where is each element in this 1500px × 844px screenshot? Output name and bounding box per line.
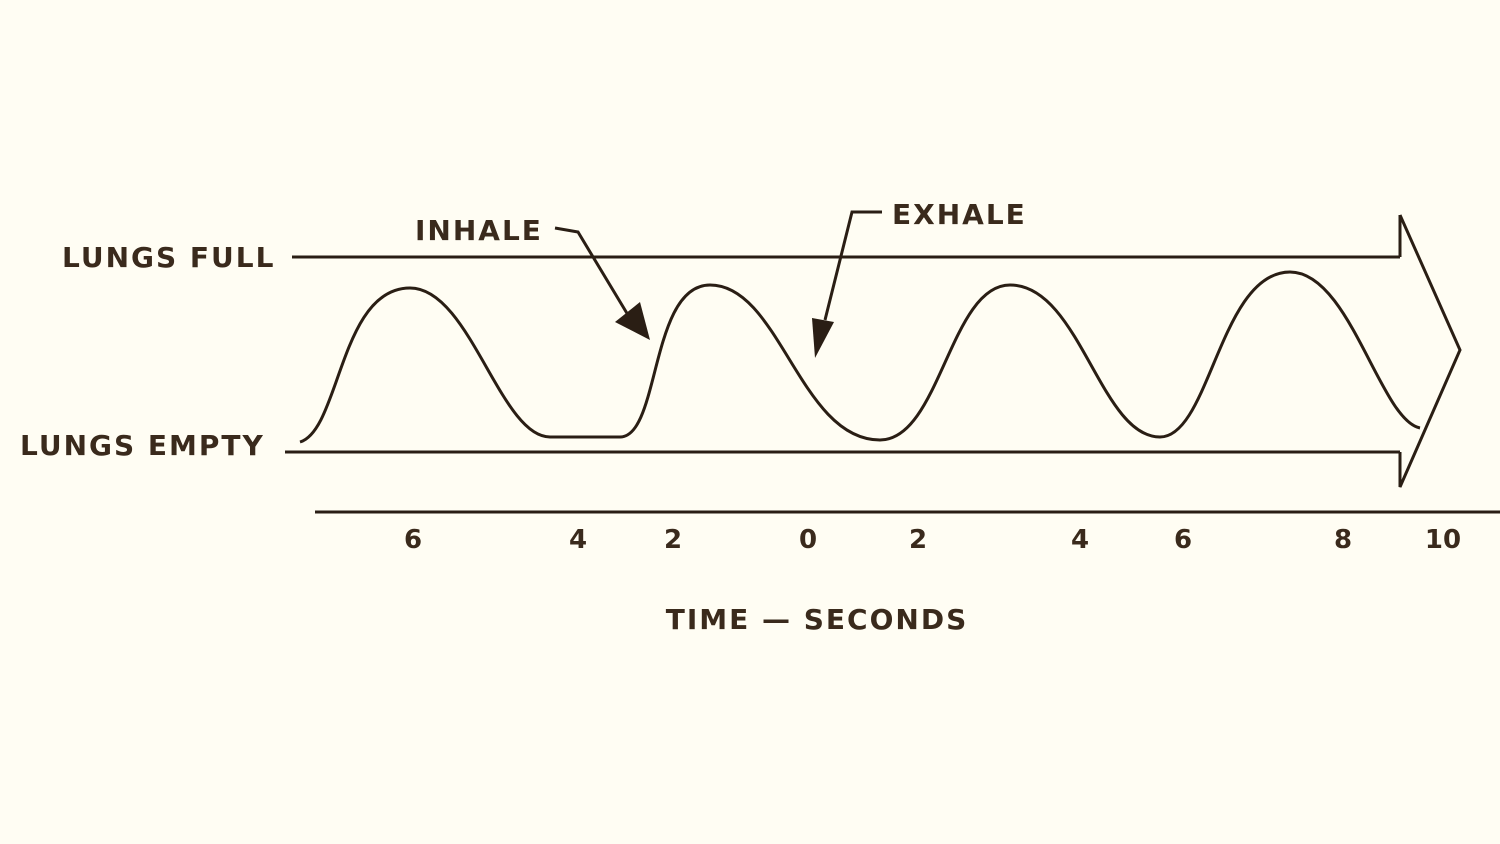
breathing-wave	[299, 270, 1421, 444]
tick-label: 6	[1174, 525, 1192, 555]
inhale-leader	[554, 226, 630, 316]
tick-label: 2	[664, 525, 682, 555]
tick-label: 4	[1071, 525, 1089, 555]
exhale-leader	[823, 210, 882, 321]
tick-label: 2	[909, 525, 927, 555]
exhale-arrowhead	[812, 318, 834, 358]
tick-label: 0	[799, 525, 817, 555]
inhale-arrowhead	[615, 302, 650, 340]
lungs-empty-label: LUNGS EMPTY	[20, 429, 265, 462]
tick-label: 4	[569, 525, 587, 555]
tick-label: 8	[1334, 525, 1352, 555]
lungs-full-label: LUNGS FULL	[62, 241, 275, 274]
tick-label: 10	[1425, 525, 1461, 555]
time-arrow-head	[1398, 214, 1462, 488]
tick-label: 6	[404, 525, 422, 555]
inhale-label: INHALE	[415, 214, 543, 247]
tick-labels: 6 4 2 0 2 4 6 8 10	[404, 525, 1461, 555]
exhale-label: EXHALE	[892, 198, 1027, 231]
axis-title: TIME — SECONDS	[666, 603, 969, 636]
level-lines	[285, 255, 1400, 454]
